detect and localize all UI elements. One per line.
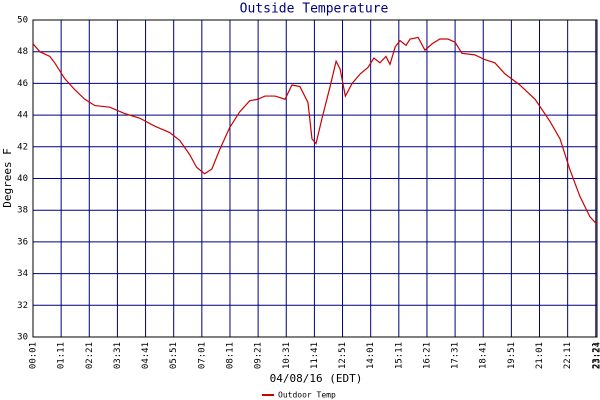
chart-title: Outside Temperature xyxy=(240,2,389,17)
plot-frame xyxy=(32,19,598,338)
y-axis-label: Degrees F xyxy=(1,148,14,208)
y-tick-label: 46 xyxy=(17,79,28,89)
y-tick-label: 34 xyxy=(17,269,28,279)
x-tick-label: 11:41 xyxy=(310,342,320,369)
x-axis-label: 04/08/16 (EDT) xyxy=(270,372,363,385)
y-tick-label: 50 xyxy=(17,16,28,26)
x-tick-label: 07:01 xyxy=(197,342,207,369)
x-tick-label: 03:31 xyxy=(113,342,123,369)
y-tick-label: 40 xyxy=(17,174,28,184)
x-tick-label: 00:01 xyxy=(29,342,39,369)
y-tick-label: 48 xyxy=(17,47,28,57)
x-tick-label: 04:41 xyxy=(141,342,151,369)
x-tick-label: 22:11 xyxy=(563,342,573,369)
x-tick-label: 10:31 xyxy=(282,342,292,369)
legend-label: Outdoor Temp xyxy=(278,391,336,400)
x-tick-label: 23:24 xyxy=(593,342,600,369)
y-tick-label: 30 xyxy=(17,333,28,343)
y-tick-label: 32 xyxy=(17,301,28,311)
y-tick-label: 44 xyxy=(17,111,28,121)
x-tick-label: 16:21 xyxy=(422,342,432,369)
x-tick-label: 02:21 xyxy=(85,342,95,369)
x-tick-label: 17:31 xyxy=(451,342,461,369)
x-tick-label: 23:21 xyxy=(591,342,600,369)
x-tick-label: 12:51 xyxy=(338,342,348,369)
y-tick-label: 38 xyxy=(17,206,28,216)
data-line xyxy=(32,36,598,225)
x-tick-label: 19:51 xyxy=(507,342,517,369)
x-tick-label: 14:01 xyxy=(366,342,376,369)
x-tick-label: 15:11 xyxy=(394,342,404,369)
x-tick-label: 09:21 xyxy=(254,342,264,369)
y-tick-label: 42 xyxy=(17,142,28,152)
x-tick-label: 21:01 xyxy=(535,342,545,369)
x-tick-label: 05:51 xyxy=(169,342,179,369)
x-tick-label: 08:11 xyxy=(225,342,235,369)
x-tick-label: 18:41 xyxy=(479,342,489,369)
x-tick-label: 01:11 xyxy=(57,342,67,369)
y-tick-label: 36 xyxy=(17,237,28,247)
